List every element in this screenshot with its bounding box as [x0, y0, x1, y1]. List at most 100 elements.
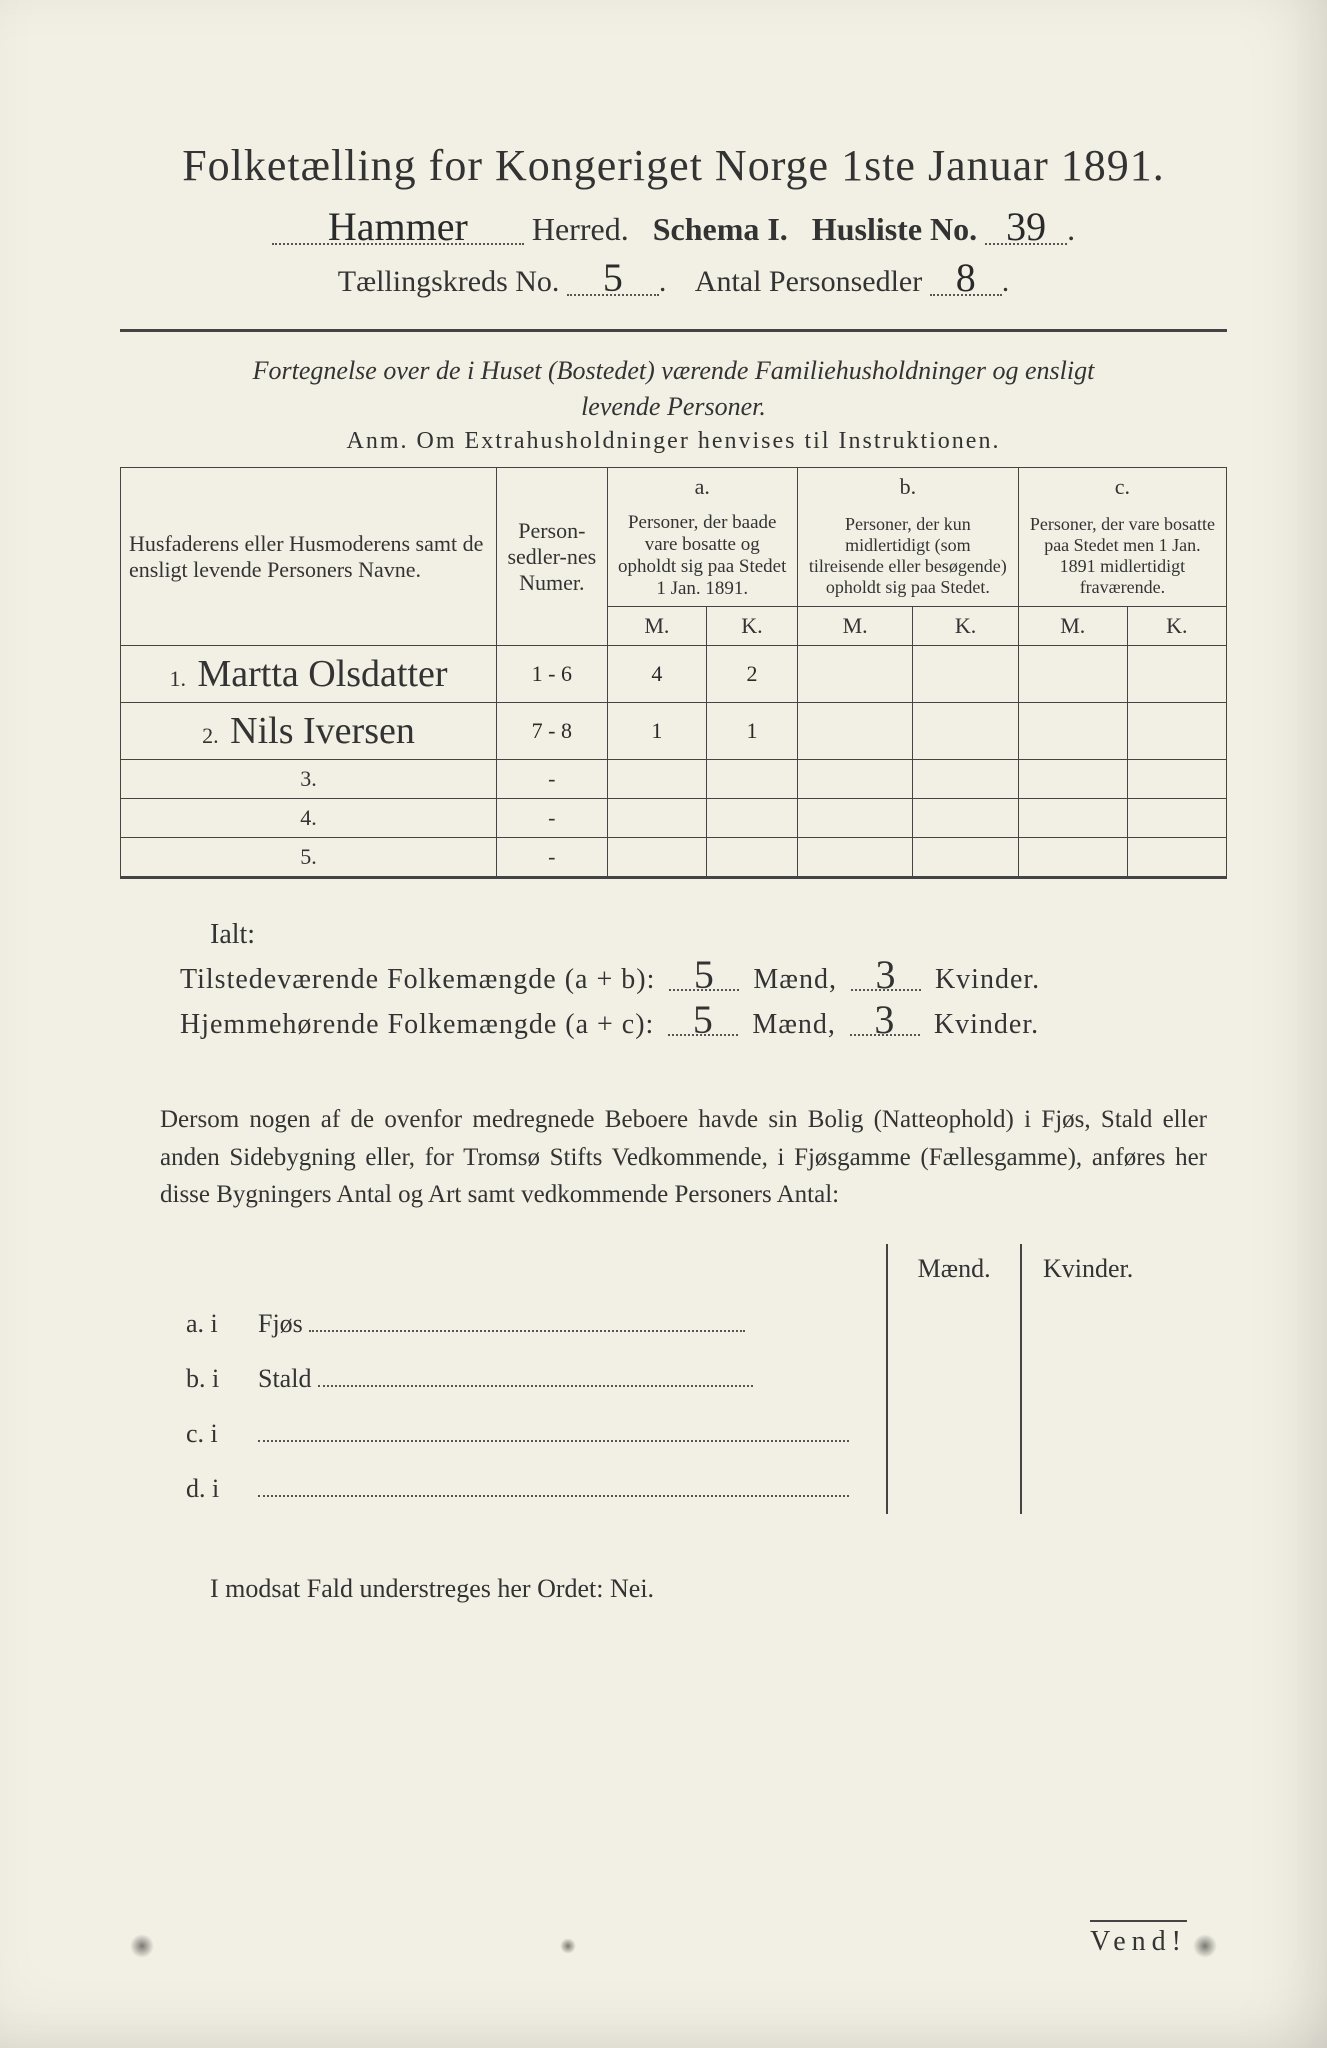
maend-label: Mænd, [753, 964, 837, 995]
table-row: 5. - [121, 838, 1227, 878]
bldg-cell [887, 1459, 1021, 1514]
header-line-2: Tællingskreds No. 5. Antal Personsedler … [120, 262, 1227, 299]
subtitle-line1: Fortegnelse over de i Huset (Bostedet) v… [120, 356, 1227, 386]
ink-smudge-icon [560, 1938, 576, 1954]
totals-home-m: 5 [668, 1006, 738, 1036]
bldg-row-label-cell: Stald [252, 1349, 887, 1404]
dots [309, 1304, 745, 1332]
col-header-b: Personer, der kun midlertidigt (som tilr… [797, 506, 1018, 607]
cell [797, 703, 913, 760]
row-sedler: - [497, 838, 608, 878]
cell [707, 799, 798, 838]
bldg-row-key: b. i [180, 1349, 252, 1404]
row-num: 5. [121, 838, 497, 878]
bldg-row: c. i [180, 1404, 1154, 1459]
cell [913, 760, 1018, 799]
building-paragraph: Dersom nogen af de ovenfor medregnede Be… [160, 1101, 1207, 1214]
ink-smudge-icon [130, 1934, 154, 1958]
bldg-cell [887, 1349, 1021, 1404]
row-num: 3. [121, 760, 497, 799]
census-tbody: 1. Martta Olsdatter 1 - 6 4 2 2. Nils Iv… [121, 646, 1227, 878]
col-header-b-letter: b. [797, 468, 1018, 507]
cell [1018, 838, 1127, 878]
kvinder-label: Kvinder. [935, 964, 1040, 995]
bldg-row: d. i [180, 1459, 1154, 1514]
col-header-sedler: Person-sedler-nes Numer. [497, 468, 608, 646]
row-name: Martta Olsdatter [191, 653, 447, 695]
col-a-m: M. [607, 607, 706, 646]
col-header-c: Personer, der vare bosatte paa Stedet me… [1018, 506, 1226, 607]
antal-label: Antal Personsedler [695, 265, 922, 298]
cell [707, 838, 798, 878]
bldg-row: a. i Fjøs [180, 1294, 1154, 1349]
col-a-k: K. [707, 607, 798, 646]
maend-label: Mænd, [752, 1009, 836, 1040]
census-table: Husfaderens eller Husmoderens samt de en… [120, 467, 1227, 879]
bldg-row-key: a. i [180, 1294, 252, 1349]
bldg-cell [887, 1294, 1021, 1349]
row-sedler: - [497, 799, 608, 838]
col-header-names-text: Husfaderens eller Husmoderens samt de en… [129, 531, 483, 582]
cell [1018, 760, 1127, 799]
bldg-row-key: d. i [180, 1459, 252, 1514]
bldg-maend-header: Mænd. [887, 1244, 1021, 1294]
ialt-label: Ialt: [210, 919, 1227, 951]
cell [1127, 703, 1226, 760]
cell [913, 646, 1018, 703]
cell [913, 799, 1018, 838]
header-line-1: Hammer Herred. Schema I. Husliste No. 39… [120, 211, 1227, 248]
dots [258, 1469, 849, 1497]
cell [1018, 646, 1127, 703]
row-num: 2. [202, 723, 219, 748]
antal-value: 8 [930, 262, 1002, 296]
table-row: 2. Nils Iversen 7 - 8 1 1 [121, 703, 1227, 760]
bldg-row-label: Fjøs [258, 1309, 303, 1338]
census-form-page: Folketælling for Kongeriget Norge 1ste J… [0, 0, 1327, 2048]
cell [913, 838, 1018, 878]
bldg-row-key: c. i [180, 1404, 252, 1459]
herred-value: Hammer [272, 211, 524, 245]
row-sedler: - [497, 760, 608, 799]
husliste-value: 39 [985, 211, 1067, 245]
cell [1127, 838, 1226, 878]
totals-present-label: Tilstedeværende Folkemængde (a + b): [180, 964, 655, 995]
cell [1127, 646, 1226, 703]
cell [1127, 760, 1226, 799]
totals-home-label: Hjemmehørende Folkemængde (a + c): [180, 1009, 654, 1040]
cell [913, 703, 1018, 760]
col-header-c-letter: c. [1018, 468, 1226, 507]
kvinder-label: Kvinder. [934, 1009, 1039, 1040]
row-name-cell: 2. Nils Iversen [121, 703, 497, 760]
bldg-row-label-cell [252, 1459, 887, 1514]
herred-label: Herred. [532, 211, 629, 247]
col-header-names: Husfaderens eller Husmoderens samt de en… [121, 468, 497, 646]
cell: 2 [707, 646, 798, 703]
bldg-kvinder-header: Kvinder. [1021, 1244, 1154, 1294]
husliste-label: Husliste No. [812, 211, 977, 247]
kreds-label: Tællingskreds No. [338, 265, 560, 298]
row-num: 1. [169, 666, 186, 691]
building-table: Mænd. Kvinder. a. i Fjøs b. i Stald c. i… [180, 1244, 1154, 1514]
bldg-cell [1021, 1349, 1154, 1404]
col-c-m: M. [1018, 607, 1127, 646]
bldg-cell [1021, 1404, 1154, 1459]
bldg-row-label-cell: Fjøs [252, 1294, 887, 1349]
table-row: 1. Martta Olsdatter 1 - 6 4 2 [121, 646, 1227, 703]
col-b-k: K. [913, 607, 1018, 646]
col-header-a: Personer, der baade vare bosatte og opho… [607, 506, 797, 607]
page-title: Folketælling for Kongeriget Norge 1ste J… [120, 140, 1227, 191]
cell [797, 646, 913, 703]
kreds-value: 5 [567, 262, 659, 296]
bldg-row-label: Stald [258, 1364, 311, 1393]
cell [1018, 703, 1127, 760]
vend-label: Vend! [1090, 1920, 1187, 1958]
totals-line-1: Tilstedeværende Folkemængde (a + b): 5 M… [180, 961, 1227, 996]
cell [797, 799, 913, 838]
schema-label: Schema I. [653, 211, 788, 247]
dots [258, 1414, 849, 1442]
totals-home-k: 3 [850, 1006, 920, 1036]
totals-present-m: 5 [669, 961, 739, 991]
row-sedler: 7 - 8 [497, 703, 608, 760]
col-header-a-letter: a. [607, 468, 797, 507]
cell [707, 760, 798, 799]
